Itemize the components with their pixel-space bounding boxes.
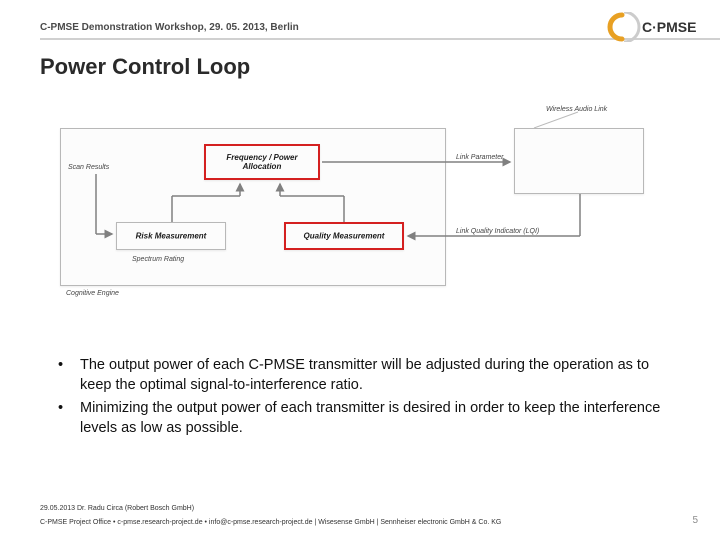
quality-measurement-box: Quality Measurement (284, 222, 404, 250)
svg-text:C·PMSE: C·PMSE (642, 19, 696, 35)
header-text: C-PMSE Demonstration Workshop, 29. 05. 2… (40, 22, 299, 33)
cpmse-logo: C·PMSE (604, 12, 700, 47)
page-title: Power Control Loop (40, 54, 250, 80)
lqi-label: Link Quality Indicator (LQI) (456, 228, 539, 235)
bullet-text: The output power of each C-PMSE transmit… (80, 356, 680, 395)
footer-author: 29.05.2013 Dr. Radu Circa (Robert Bosch … (40, 505, 194, 512)
scan-results-label: Scan Results (68, 164, 109, 171)
risk-measurement-box: Risk Measurement (116, 222, 226, 250)
bullet-item: • The output power of each C-PMSE transm… (56, 356, 680, 395)
bullet-list: • The output power of each C-PMSE transm… (56, 356, 680, 442)
cognitive-engine-label: Cognitive Engine (66, 290, 119, 297)
freq-power-allocation-box: Frequency / Power Allocation (204, 144, 320, 180)
bullet-dot: • (56, 399, 80, 438)
power-control-diagram: Cognitive Engine Wireless Audio Link Fre… (60, 98, 660, 308)
page-number: 5 (692, 515, 698, 526)
wireless-link-pointer (530, 110, 580, 130)
bullet-dot: • (56, 356, 80, 395)
wireless-link-box (514, 128, 644, 194)
link-parameter-label: Link Parameter (456, 154, 503, 161)
bullet-text: Minimizing the output power of each tran… (80, 399, 680, 438)
footer-contact: C-PMSE Project Office • c-pmse.research-… (40, 519, 501, 526)
spectrum-rating-label: Spectrum Rating (132, 256, 184, 263)
bullet-item: • Minimizing the output power of each tr… (56, 399, 680, 438)
